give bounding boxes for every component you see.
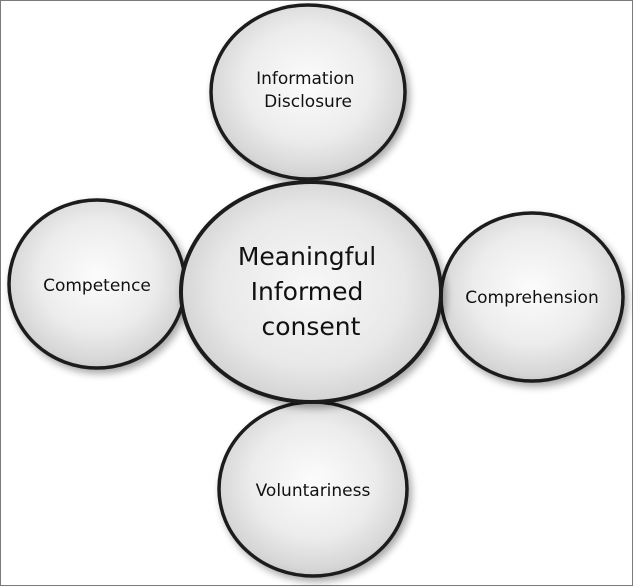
node-competence-label: Competence [43,276,151,296]
node-meaningful-informed-consent-label: Meaningful Informed consent [238,242,384,341]
node-competence: Competence [7,198,187,370]
node-voluntariness: Voluntariness [217,400,409,578]
node-information-disclosure-label: Information Disclosure [256,69,360,112]
node-information-disclosure: Information Disclosure [209,3,407,181]
node-comprehension: Comprehension [439,211,625,383]
node-comprehension-label: Comprehension [465,288,598,308]
node-voluntariness-label: Voluntariness [256,481,371,501]
node-meaningful-informed-consent: Meaningful Informed consent [179,180,443,404]
node-meaningful-informed-consent-circle [179,180,443,404]
node-information-disclosure-circle [209,3,407,181]
